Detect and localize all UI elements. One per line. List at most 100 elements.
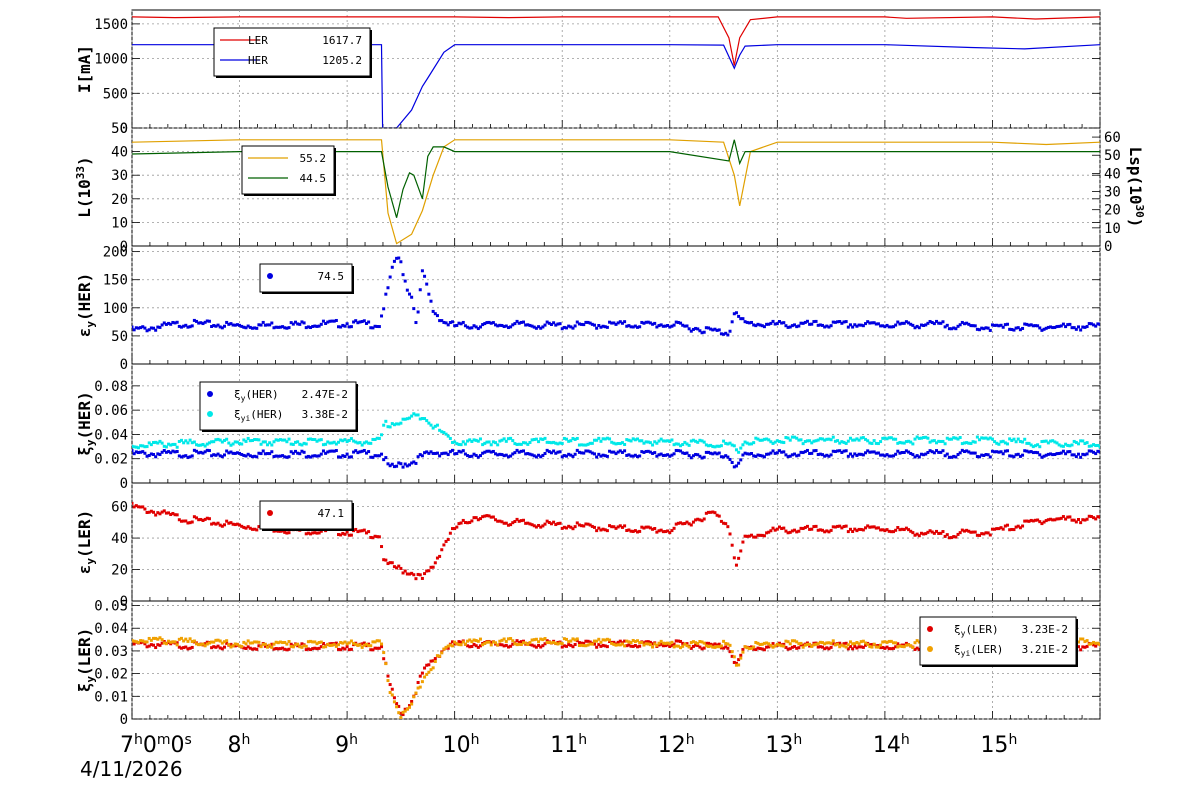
data-point [646, 440, 650, 444]
data-point [969, 441, 973, 445]
data-point [364, 531, 368, 535]
data-point [829, 324, 833, 328]
data-point [823, 642, 827, 646]
data-point [1070, 443, 1074, 447]
data-point [302, 644, 306, 648]
data-point [511, 642, 515, 646]
data-point [313, 646, 317, 650]
data-point [410, 700, 414, 704]
data-point [797, 529, 801, 533]
data-point [752, 441, 756, 445]
data-point [403, 707, 407, 711]
data-point [728, 643, 732, 647]
data-point [687, 454, 691, 458]
data-point [485, 640, 489, 644]
data-point [823, 647, 827, 651]
data-point [909, 529, 913, 533]
data-point [169, 640, 173, 644]
data-point [309, 648, 313, 652]
data-point [466, 325, 470, 329]
data-point [373, 646, 377, 650]
x-tick-label: 9h [335, 732, 358, 758]
data-point [883, 529, 887, 533]
data-point [476, 639, 480, 643]
data-point [414, 321, 418, 325]
data-point [760, 533, 764, 537]
data-point [461, 440, 465, 444]
data-point [184, 439, 188, 443]
data-point [156, 643, 160, 647]
data-point [924, 532, 928, 536]
data-point [403, 709, 407, 713]
data-point [502, 644, 506, 648]
data-point [808, 527, 812, 531]
data-point [526, 521, 530, 525]
data-point [463, 521, 467, 525]
data-point [971, 440, 975, 444]
data-point [657, 453, 661, 457]
data-point [442, 431, 446, 435]
data-point [395, 566, 399, 570]
data-point [784, 529, 788, 533]
data-point [334, 644, 338, 648]
data-point [999, 323, 1003, 327]
data-point [821, 641, 825, 645]
data-point [306, 325, 310, 329]
data-point [638, 439, 642, 443]
data-point [844, 645, 848, 649]
data-point [371, 536, 375, 540]
data-point [623, 442, 627, 446]
data-point [154, 440, 158, 444]
data-point [838, 449, 842, 453]
data-point [575, 639, 579, 643]
data-point [879, 646, 883, 650]
data-point [526, 643, 530, 647]
data-point [517, 640, 521, 644]
data-point [222, 453, 226, 457]
data-point [715, 452, 719, 456]
data-point [1014, 326, 1018, 330]
data-point [939, 450, 943, 454]
data-point [1018, 439, 1022, 443]
data-point [762, 641, 766, 645]
data-point [1001, 452, 1005, 456]
data-point [296, 322, 300, 326]
data-point [259, 323, 263, 327]
data-point [380, 433, 384, 437]
data-point [597, 324, 601, 328]
data-point [158, 325, 162, 329]
data-point [442, 451, 446, 455]
data-point [382, 657, 386, 661]
data-point [663, 641, 667, 645]
data-point [902, 643, 906, 647]
data-point [674, 639, 678, 643]
data-point [577, 641, 581, 645]
data-point [842, 644, 846, 648]
data-point [274, 454, 278, 458]
data-point [506, 523, 510, 527]
data-point [440, 548, 444, 552]
data-point [253, 527, 257, 531]
data-point [702, 330, 706, 334]
data-point [154, 513, 158, 517]
data-point [765, 437, 769, 441]
data-point [816, 645, 820, 649]
data-point [1076, 452, 1080, 456]
data-point [859, 640, 863, 644]
data-point [311, 640, 315, 644]
data-point [283, 455, 287, 459]
data-point [904, 440, 908, 444]
data-point [199, 450, 203, 454]
data-point [296, 644, 300, 648]
data-point [287, 647, 291, 651]
data-point [487, 320, 491, 324]
data-point [825, 529, 829, 533]
data-point [136, 640, 140, 644]
data-point [859, 452, 863, 456]
data-point [876, 322, 880, 326]
data-point [777, 440, 781, 444]
data-point [451, 448, 455, 452]
data-point [930, 439, 934, 443]
data-point [517, 642, 521, 646]
